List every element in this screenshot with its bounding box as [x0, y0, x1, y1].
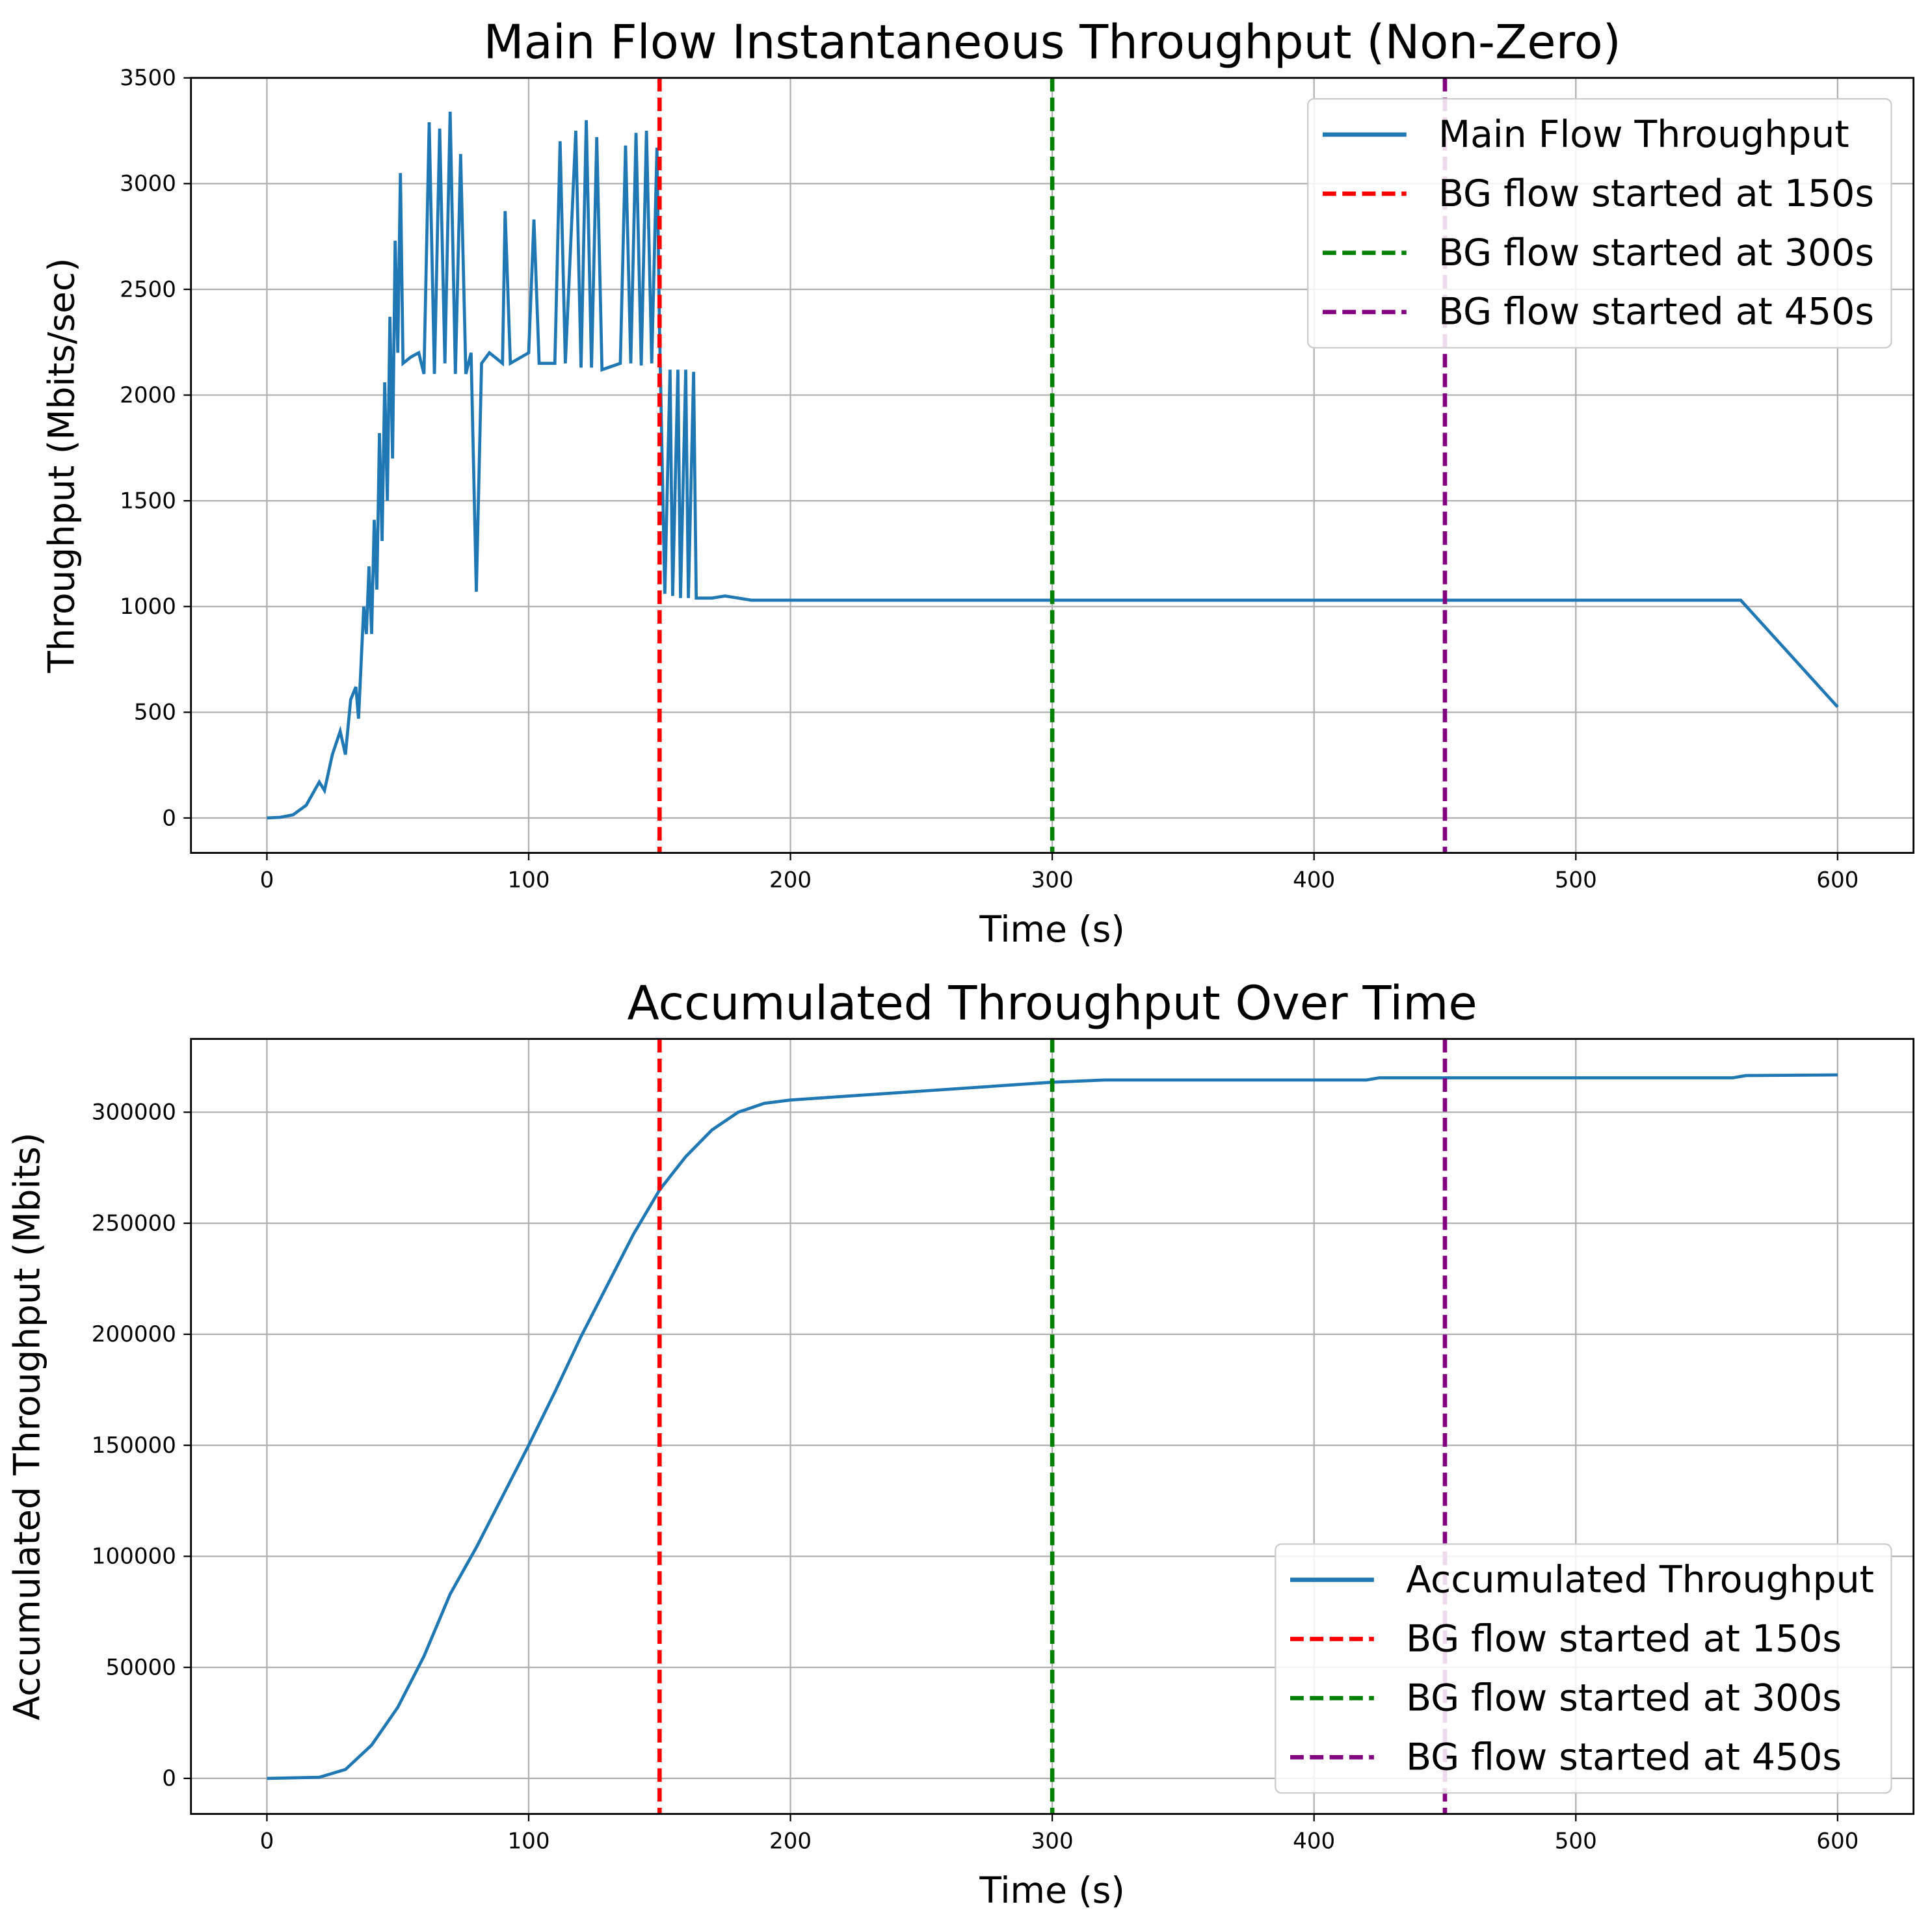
legend-label: BG flow started at 150s	[1406, 1617, 1842, 1660]
x-tick-label: 400	[1293, 1829, 1335, 1855]
x-tick-label: 100	[507, 1829, 549, 1855]
y-tick-label: 1500	[120, 488, 176, 514]
y-tick-label: 0	[162, 1765, 176, 1791]
x-tick-label: 600	[1816, 1829, 1859, 1855]
y-tick-label: 150000	[92, 1433, 176, 1459]
data-line	[267, 111, 1839, 820]
legend-label: BG flow started at 450s	[1406, 1736, 1842, 1778]
data-line	[267, 1073, 1838, 1780]
plot-frame	[190, 1038, 1914, 1815]
x-tick-label: 0	[260, 1829, 274, 1855]
y-tick-label: 1000	[120, 594, 176, 620]
x-tick-label: 300	[1031, 867, 1074, 893]
legend-label: Main Flow Throughput	[1438, 113, 1849, 156]
y-tick-label: 500	[134, 700, 176, 726]
x-tick-label: 500	[1555, 1829, 1597, 1855]
legend-box	[1275, 1543, 1892, 1794]
x-axis-label: Time (s)	[979, 1870, 1124, 1911]
legend: Main Flow Throughput BG flow started at 1…	[1307, 98, 1892, 349]
legend-label: Accumulated Throughput	[1406, 1558, 1874, 1601]
y-tick-label: 50000	[105, 1654, 176, 1680]
y-axis-label: Throughput (Mbits/sec)	[41, 258, 83, 674]
x-axis-label: Time (s)	[979, 908, 1124, 950]
legend-box	[1307, 98, 1892, 349]
chart-title: Main Flow Instantaneous Throughput (Non-…	[484, 14, 1621, 69]
legend-label: BG flow started at 300s	[1406, 1676, 1842, 1719]
y-tick-label: 2000	[120, 382, 176, 408]
x-tick-label: 200	[769, 1829, 812, 1855]
y-tick-label: 250000	[92, 1210, 176, 1236]
y-tick-label: 200000	[92, 1321, 176, 1347]
y-tick-label: 100000	[92, 1544, 176, 1570]
y-tick-label: 2500	[120, 276, 176, 302]
x-tick-label: 400	[1293, 867, 1335, 893]
y-tick-label: 3000	[120, 171, 176, 197]
legend-label: BG flow started at 450s	[1438, 291, 1874, 334]
legend-label: BG flow started at 150s	[1438, 172, 1874, 215]
chart-title: Accumulated Throughput Over Time	[628, 975, 1477, 1030]
x-tick-label: 200	[769, 867, 812, 893]
y-tick-label: 3500	[120, 65, 176, 91]
y-tick-label: 300000	[92, 1100, 176, 1126]
legend-label: BG flow started at 300s	[1438, 231, 1874, 274]
x-tick-label: 0	[260, 867, 274, 893]
x-tick-label: 600	[1816, 867, 1859, 893]
plot-frame	[190, 77, 1914, 854]
x-tick-label: 100	[507, 867, 549, 893]
x-tick-label: 500	[1555, 867, 1597, 893]
x-tick-label: 300	[1031, 1829, 1074, 1855]
y-tick-label: 0	[162, 805, 176, 831]
y-axis-label: Accumulated Throughput (Mbits)	[7, 1133, 48, 1721]
legend: Accumulated Throughput BG flow started at…	[1275, 1543, 1892, 1794]
